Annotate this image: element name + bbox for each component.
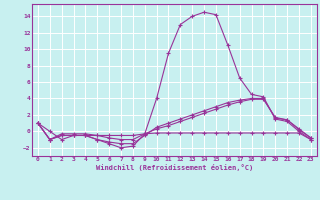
X-axis label: Windchill (Refroidissement éolien,°C): Windchill (Refroidissement éolien,°C)	[96, 164, 253, 171]
